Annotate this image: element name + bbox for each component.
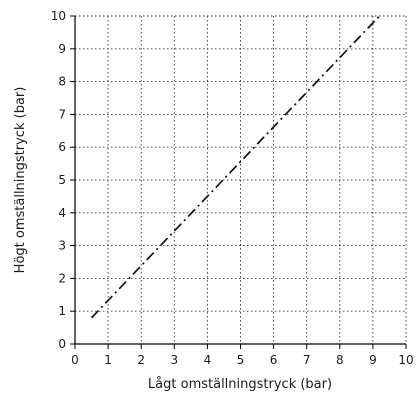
x-tick-label: 3 bbox=[170, 353, 178, 367]
x-tick-label: 1 bbox=[104, 353, 112, 367]
series-layer bbox=[90, 15, 381, 319]
grid bbox=[75, 15, 407, 344]
x-tick-label: 7 bbox=[303, 353, 311, 367]
y-tick-label: 9 bbox=[58, 42, 66, 56]
y-tick-labels: 0 1 2 3 4 5 6 7 8 9 10 bbox=[51, 9, 66, 351]
y-tick-label: 1 bbox=[58, 304, 66, 318]
y-tick-label: 2 bbox=[58, 271, 66, 285]
x-tick-label: 9 bbox=[369, 353, 377, 367]
x-tick-label: 0 bbox=[71, 353, 79, 367]
x-axis-label: Lågt omställningstryck (bar) bbox=[148, 377, 332, 392]
series-line bbox=[90, 15, 381, 319]
x-tick-label: 6 bbox=[270, 353, 278, 367]
axes bbox=[70, 15, 407, 349]
x-tick-label: 4 bbox=[204, 353, 212, 367]
y-tick-label: 0 bbox=[58, 337, 66, 351]
y-tick-label: 5 bbox=[58, 173, 66, 187]
x-tick-label: 5 bbox=[237, 353, 245, 367]
y-axis-label: Högt omställningstryck (bar) bbox=[13, 87, 28, 274]
x-tick-labels: 0 1 2 3 4 5 6 7 8 9 10 bbox=[71, 353, 413, 367]
y-tick-label: 4 bbox=[58, 206, 66, 220]
x-tick-label: 8 bbox=[336, 353, 344, 367]
y-tick-label: 8 bbox=[58, 75, 66, 89]
y-tick-label: 10 bbox=[51, 9, 66, 23]
y-tick-label: 3 bbox=[58, 239, 66, 253]
x-tick-label: 2 bbox=[137, 353, 145, 367]
x-tick-label: 10 bbox=[398, 353, 413, 367]
y-tick-label: 6 bbox=[58, 140, 66, 154]
y-tick-label: 7 bbox=[58, 107, 66, 121]
